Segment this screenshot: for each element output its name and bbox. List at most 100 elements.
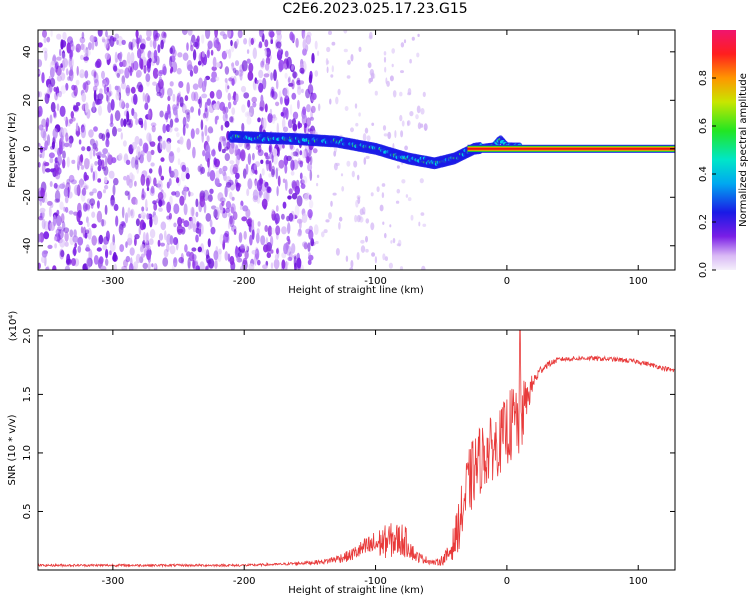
noise-blob — [110, 199, 116, 207]
noise-blob — [119, 61, 124, 67]
noise-blob — [152, 200, 157, 205]
noise-blob — [290, 159, 295, 171]
noise-blob — [240, 149, 246, 162]
noise-blob — [316, 182, 319, 187]
noise-blob — [200, 119, 204, 131]
noise-blob — [60, 250, 65, 258]
noise-blob — [355, 199, 359, 208]
noise-blob — [264, 103, 268, 113]
noise-blob — [247, 178, 253, 190]
noise-blob — [242, 205, 249, 212]
noise-blob — [42, 47, 48, 54]
noise-blob — [179, 136, 184, 145]
noise-blob — [374, 90, 378, 96]
noise-blob — [205, 213, 212, 222]
noise-blob — [197, 246, 202, 253]
noise-blob — [174, 127, 179, 132]
noise-blob — [308, 194, 312, 200]
carrier-band-core — [467, 147, 675, 150]
noise-blob — [140, 243, 145, 250]
noise-blob — [81, 31, 85, 39]
noise-blob — [60, 39, 64, 50]
noise-blob — [150, 149, 155, 156]
noise-blob — [45, 266, 50, 270]
noise-blob — [123, 259, 128, 268]
noise-blob — [299, 80, 304, 85]
noise-blob — [241, 60, 248, 72]
noise-blob — [233, 100, 237, 106]
noise-blob — [97, 105, 103, 116]
noise-blob — [47, 83, 52, 95]
noise-blob — [307, 163, 313, 172]
noise-blob — [67, 76, 71, 81]
noise-blob — [108, 83, 112, 93]
noise-blob — [340, 173, 344, 177]
noise-blob — [258, 82, 264, 93]
noise-blob — [63, 142, 70, 148]
noise-blob — [121, 75, 126, 84]
noise-blob — [56, 209, 60, 216]
noise-blob — [55, 215, 62, 227]
noise-blob — [207, 40, 213, 49]
noise-blob — [182, 116, 187, 127]
noise-blob — [140, 43, 146, 50]
noise-blob — [113, 203, 119, 212]
noise-blob — [211, 71, 218, 80]
noise-blob — [83, 56, 89, 61]
noise-blob — [52, 265, 57, 270]
noise-blob — [259, 189, 263, 199]
noise-blob — [337, 88, 341, 96]
noise-blob — [162, 257, 169, 267]
noise-blob — [281, 118, 286, 129]
noise-blob — [158, 233, 164, 241]
noise-blob — [104, 184, 109, 190]
noise-blob — [89, 148, 93, 160]
noise-blob — [186, 42, 189, 51]
noise-blob — [186, 82, 190, 94]
noise-blob — [195, 211, 199, 218]
noise-blob — [209, 91, 215, 99]
noise-blob — [400, 70, 404, 74]
noise-blob — [210, 77, 217, 83]
noise-blob — [281, 226, 287, 235]
noise-blob — [291, 181, 297, 191]
noise-blob — [195, 234, 199, 243]
noise-blob — [272, 114, 276, 119]
noise-blob — [40, 187, 45, 199]
noise-blob — [68, 137, 73, 148]
noise-blob — [54, 164, 59, 177]
noise-blob — [248, 263, 255, 270]
noise-blob — [186, 251, 191, 257]
noise-blob — [252, 152, 255, 161]
noise-blob — [158, 78, 164, 90]
noise-blob — [416, 105, 421, 114]
noise-blob — [275, 79, 279, 90]
noise-blob — [347, 59, 351, 65]
noise-blob — [323, 229, 328, 234]
noise-blob — [96, 247, 102, 252]
noise-blob — [276, 122, 279, 135]
noise-blob — [261, 180, 267, 192]
noise-blob — [209, 188, 214, 194]
noise-blob — [204, 107, 209, 119]
noise-blob — [206, 98, 211, 106]
noise-blob — [93, 71, 97, 78]
noise-blob — [246, 245, 250, 253]
noise-blob — [59, 201, 64, 210]
noise-blob — [258, 41, 263, 49]
noise-blob — [158, 167, 162, 176]
noise-blob — [277, 175, 281, 187]
noise-blob — [39, 145, 43, 154]
noise-blob — [241, 104, 246, 113]
noise-blob — [177, 228, 184, 233]
noise-blob — [276, 167, 280, 172]
noise-blob — [282, 178, 286, 184]
noise-blob — [401, 120, 405, 127]
noise-blob — [103, 236, 109, 245]
noise-blob — [376, 186, 380, 193]
x-tick-label: -300 — [102, 276, 125, 287]
noise-blob — [103, 189, 106, 194]
noise-blob — [389, 75, 394, 82]
noise-blob — [193, 261, 199, 270]
noise-blob — [166, 243, 170, 253]
